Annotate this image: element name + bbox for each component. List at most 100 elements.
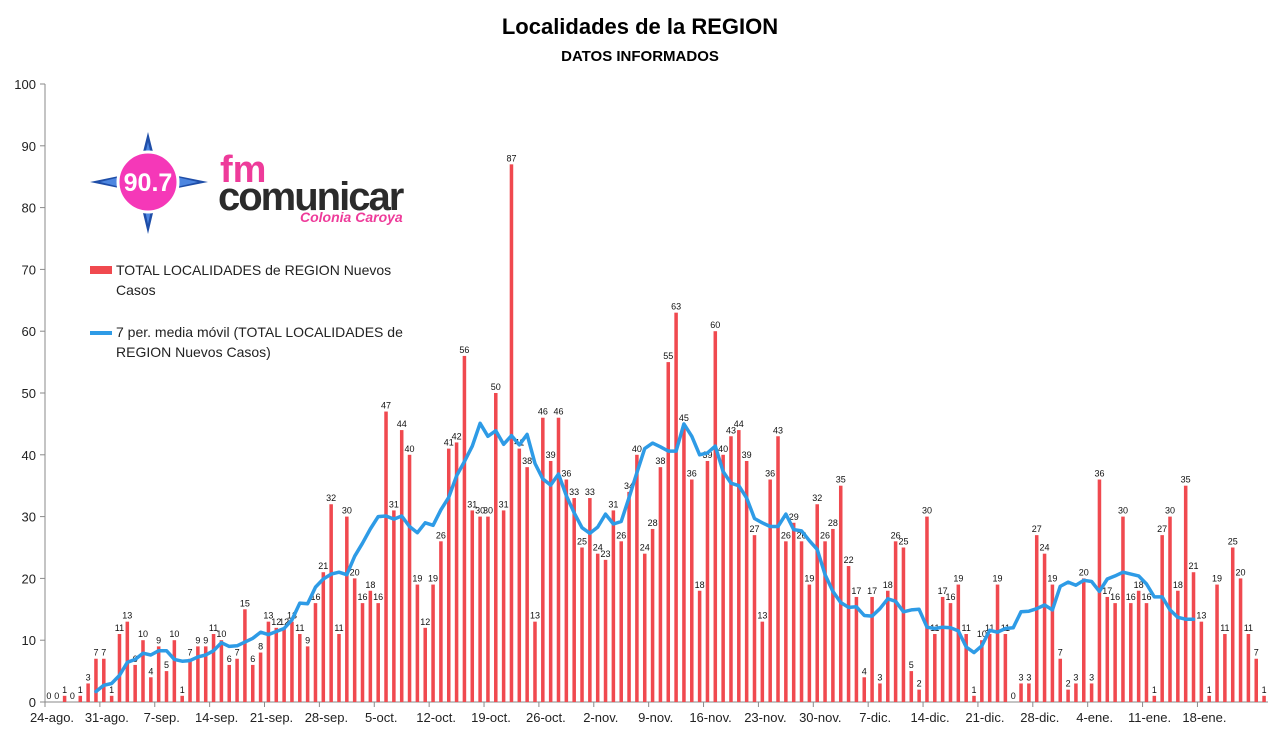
bar — [525, 467, 529, 702]
bar — [650, 528, 655, 702]
bar — [705, 460, 710, 702]
bar — [980, 640, 984, 702]
x-tick-label: 14-dic. — [911, 710, 950, 725]
bar — [313, 603, 318, 702]
bar-data-label: 0 — [70, 691, 75, 701]
bar — [815, 504, 819, 702]
bar-data-label: 42 — [452, 431, 462, 441]
bar-data-label: 26 — [820, 530, 830, 540]
y-tick-label: 80 — [22, 201, 36, 216]
bar — [384, 411, 388, 702]
bar — [219, 640, 224, 702]
bar — [666, 362, 671, 702]
bar — [1262, 695, 1266, 702]
bar-data-label: 13 — [757, 611, 767, 621]
bar — [933, 634, 937, 702]
x-axis: 24-ago. 31-ago. 7-sep. 14-sep. 21-sep. 28-sep… — [30, 701, 1268, 725]
bar-data-label: 34 — [624, 481, 634, 491]
bar — [235, 658, 239, 702]
bar — [776, 436, 780, 702]
bar-data-label: 26 — [436, 530, 446, 540]
bar-data-label: 31 — [499, 499, 509, 509]
bar — [141, 640, 145, 702]
bar — [619, 541, 623, 702]
bar-data-label: 7 — [93, 648, 98, 658]
bar — [744, 460, 749, 702]
bar — [298, 634, 302, 702]
bar — [642, 553, 647, 702]
bar — [399, 430, 404, 702]
bar — [690, 479, 694, 702]
bar — [627, 491, 631, 702]
bar-data-label: 11 — [209, 623, 218, 633]
bar-data-label: 30 — [342, 506, 352, 516]
bar-data-label: 18 — [1173, 580, 1183, 590]
bar-data-label: 11 — [115, 623, 124, 633]
bar-data-label: 7 — [1254, 648, 1259, 658]
bar — [548, 460, 553, 702]
bar-data-label: 31 — [467, 499, 477, 509]
bar-data-label: 20 — [1079, 567, 1089, 577]
bar-data-label: 25 — [1228, 537, 1238, 547]
bar-data-label: 11 — [1244, 623, 1253, 633]
bar-data-label: 17 — [851, 586, 861, 596]
legend-swatch-bars — [90, 266, 112, 274]
bar-data-label: 29 — [789, 512, 799, 522]
bar-data-label: 9 — [156, 635, 161, 645]
bar — [1034, 535, 1039, 702]
bar — [329, 504, 333, 702]
x-tick-label: 21-dic. — [965, 710, 1004, 725]
bar-data-label: 28 — [828, 518, 838, 528]
bar — [838, 485, 843, 702]
bar-data-label: 19 — [428, 574, 438, 584]
bar — [603, 559, 608, 702]
bar-data-label: 1 — [109, 685, 114, 695]
bar-data-label: 26 — [891, 530, 901, 540]
y-tick-label: 20 — [22, 571, 36, 586]
x-tick-label: 14-sep. — [195, 710, 238, 725]
bar-data-label: 3 — [1019, 672, 1024, 682]
bar — [1136, 590, 1141, 702]
bar — [1050, 584, 1055, 702]
bar — [1254, 658, 1259, 702]
bar — [1129, 603, 1133, 702]
bar-data-label: 30 — [1165, 506, 1175, 516]
bar — [368, 590, 373, 702]
bar — [1042, 553, 1047, 702]
bar — [878, 683, 882, 702]
legend-label-bars: TOTAL LOCALIDADES de REGION Nuevos Casos — [116, 262, 395, 298]
bar — [1152, 695, 1157, 702]
bar-data-label: 7 — [1058, 648, 1063, 658]
bar-data-label: 56 — [459, 345, 469, 355]
bar-data-label: 25 — [577, 537, 587, 547]
bar-data-label: 25 — [898, 537, 908, 547]
bar — [862, 677, 867, 702]
brand-comunicar: comunicar — [218, 175, 404, 219]
y-tick-label: 60 — [22, 324, 36, 339]
bar-data-label: 1 — [1262, 685, 1267, 695]
bar-data-label: 26 — [797, 530, 807, 540]
bar-data-label: 11 — [985, 623, 994, 633]
bar — [94, 658, 98, 702]
bar-data-label: 19 — [804, 574, 814, 584]
bar-data-label: 19 — [1047, 574, 1057, 584]
bar-data-label: 18 — [1134, 580, 1144, 590]
bar — [360, 603, 365, 702]
bar — [1230, 547, 1235, 702]
bar-data-label: 9 — [195, 635, 200, 645]
bar-data-label: 10 — [169, 629, 179, 639]
bar — [243, 609, 247, 702]
bar — [909, 671, 914, 702]
bar-data-label: 10 — [216, 629, 226, 639]
bar-data-label: 19 — [953, 574, 963, 584]
bar-data-label: 13 — [122, 611, 132, 621]
x-tick-label: 11-ene. — [1128, 710, 1171, 725]
bar-data-label: 7 — [101, 648, 106, 658]
bar — [266, 621, 271, 702]
bar — [337, 634, 341, 702]
bar — [203, 646, 208, 702]
bar-data-label: 30 — [1118, 506, 1128, 516]
bar — [948, 603, 953, 702]
x-tick-label: 2-nov. — [583, 710, 618, 725]
